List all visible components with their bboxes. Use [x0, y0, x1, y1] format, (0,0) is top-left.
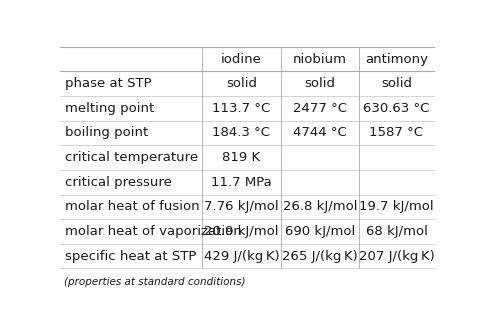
Text: 429 J/(kg K): 429 J/(kg K): [203, 250, 279, 263]
Text: 11.7 MPa: 11.7 MPa: [211, 176, 272, 189]
Text: 19.7 kJ/mol: 19.7 kJ/mol: [359, 200, 434, 213]
Text: 207 J/(kg K): 207 J/(kg K): [359, 250, 434, 263]
Text: 26.8 kJ/mol: 26.8 kJ/mol: [282, 200, 357, 213]
Text: specific heat at STP: specific heat at STP: [65, 250, 196, 263]
Text: 113.7 °C: 113.7 °C: [212, 102, 270, 115]
Text: solid: solid: [381, 77, 412, 90]
Text: 690 kJ/mol: 690 kJ/mol: [285, 225, 355, 238]
Text: 68 kJ/mol: 68 kJ/mol: [365, 225, 428, 238]
Text: critical temperature: critical temperature: [65, 151, 198, 164]
Text: 630.63 °C: 630.63 °C: [363, 102, 429, 115]
Text: molar heat of vaporization: molar heat of vaporization: [65, 225, 241, 238]
Text: phase at STP: phase at STP: [65, 77, 151, 90]
Text: solid: solid: [226, 77, 257, 90]
Text: 1587 °C: 1587 °C: [369, 127, 424, 139]
Text: critical pressure: critical pressure: [65, 176, 172, 189]
Text: 819 K: 819 K: [222, 151, 260, 164]
Text: 265 J/(kg K): 265 J/(kg K): [282, 250, 358, 263]
Text: 2477 °C: 2477 °C: [293, 102, 347, 115]
Text: solid: solid: [304, 77, 335, 90]
Text: 7.76 kJ/mol: 7.76 kJ/mol: [204, 200, 279, 213]
Text: melting point: melting point: [65, 102, 154, 115]
Text: niobium: niobium: [293, 53, 347, 66]
Text: 184.3 °C: 184.3 °C: [213, 127, 270, 139]
Text: boiling point: boiling point: [65, 127, 148, 139]
Text: molar heat of fusion: molar heat of fusion: [65, 200, 200, 213]
Text: antimony: antimony: [365, 53, 428, 66]
Text: 4744 °C: 4744 °C: [293, 127, 347, 139]
Text: 20.9 kJ/mol: 20.9 kJ/mol: [204, 225, 279, 238]
Text: iodine: iodine: [221, 53, 262, 66]
Text: (properties at standard conditions): (properties at standard conditions): [64, 277, 245, 287]
